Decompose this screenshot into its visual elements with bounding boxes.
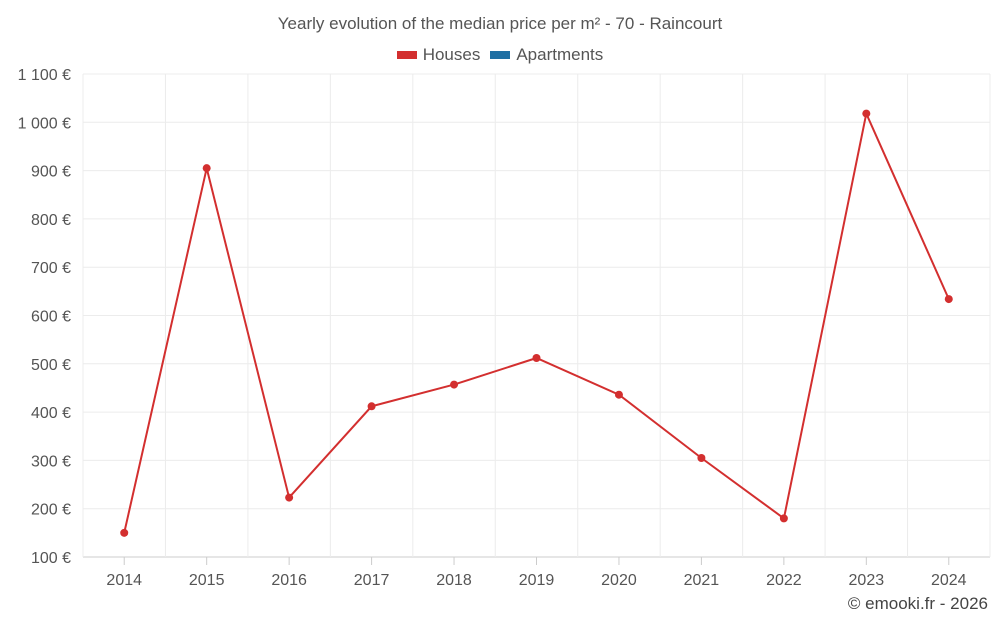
x-tick-label: 2014 [106,572,142,589]
y-tick-label: 300 € [31,453,71,470]
data-point[interactable] [202,164,211,173]
data-point[interactable] [944,295,953,304]
data-point[interactable] [779,514,788,523]
data-point[interactable] [697,453,706,462]
y-tick-label: 700 € [31,260,71,277]
legend-item-houses[interactable]: Houses [396,45,481,65]
data-point[interactable] [120,528,129,537]
x-tick-label: 2023 [849,572,885,589]
credit-text: © emooki.fr - 2026 [847,594,988,613]
y-tick-label: 200 € [31,502,71,519]
y-tick-label: 100 € [31,550,71,567]
x-tick-label: 2019 [519,572,555,589]
data-point[interactable] [285,493,294,502]
x-tick-label: 2022 [766,572,802,589]
y-tick-label: 500 € [31,357,71,374]
y-tick-label: 600 € [31,309,71,326]
x-tick-label: 2021 [684,572,720,589]
legend-label-apartments: Apartments [516,45,604,64]
y-tick-label: 900 € [31,164,71,181]
x-tick-label: 2018 [436,572,472,589]
data-point[interactable] [532,354,541,363]
data-point[interactable] [367,402,376,411]
legend-item-apartments[interactable]: Apartments [490,45,603,65]
legend-swatch-apartments [490,51,511,59]
x-tick-label: 2020 [601,572,637,589]
legend: Houses Apartments [0,45,1000,65]
legend-label-houses: Houses [422,45,481,64]
legend-swatch-houses [396,51,417,59]
y-tick-label: 800 € [31,212,71,229]
data-point[interactable] [614,390,623,399]
y-tick-label: 1 100 € [18,67,71,84]
x-tick-label: 2024 [931,572,967,589]
y-tick-label: 400 € [31,405,71,422]
y-tick-label: 1 000 € [18,115,71,132]
x-tick-label: 2017 [354,572,390,589]
x-tick-label: 2016 [271,572,307,589]
data-point[interactable] [862,109,871,118]
x-tick-label: 2015 [189,572,225,589]
data-point[interactable] [450,380,459,389]
chart-title: Yearly evolution of the median price per… [277,14,723,33]
